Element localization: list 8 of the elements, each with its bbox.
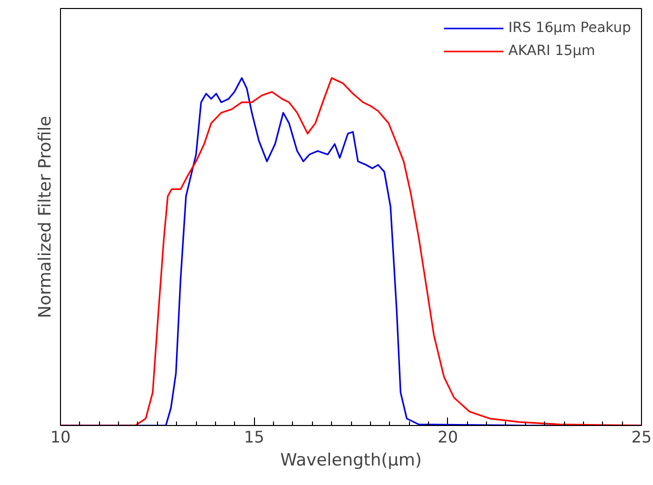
- legend-label: AKARI 15μm: [508, 43, 596, 59]
- x-tick-label: 25: [631, 428, 652, 446]
- y-axis-title: Normalized Filter Profile: [36, 116, 56, 318]
- x-tick-label: 10: [50, 428, 71, 446]
- legend-label: IRS 16μm Peakup: [508, 20, 631, 36]
- x-tick-label: 20: [438, 428, 458, 446]
- x-tick-label: 15: [244, 428, 264, 446]
- x-axis-title: Wavelength(μm): [280, 450, 422, 470]
